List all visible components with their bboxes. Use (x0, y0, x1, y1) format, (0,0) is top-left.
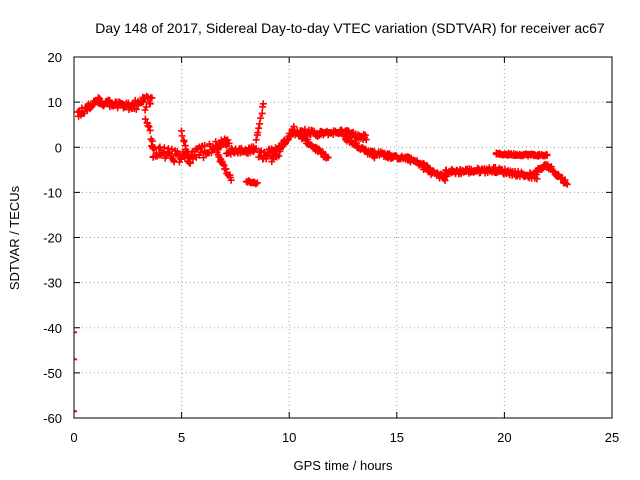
y-tick-label-6: -40 (43, 321, 62, 336)
y-tick-label-8: -60 (43, 411, 62, 426)
data-point-seg6-48 (224, 136, 232, 144)
data-point-seg1-13 (106, 96, 114, 104)
data-point-seg2-12 (138, 98, 146, 106)
data-point-seg2-24 (148, 94, 156, 102)
data-point-seg3-0 (141, 106, 149, 114)
data-point-seg23-55 (533, 175, 541, 183)
data-point-seg6-13 (197, 148, 205, 156)
data-point-seg16-33 (362, 136, 370, 144)
y-tick-label-0: 20 (48, 50, 62, 65)
data-point-seg3-4 (144, 122, 152, 130)
x-axis-title: GPS time / hours (294, 458, 393, 473)
y-tick-label-5: -30 (43, 276, 62, 291)
data-point-seg6-17 (199, 154, 207, 162)
data-point-seg10-7 (256, 114, 264, 122)
y-tick-label-1: 10 (48, 95, 62, 110)
data-point-seg26-23 (562, 179, 570, 187)
data-point-seg5-3 (180, 138, 188, 146)
chart-title: Day 148 of 2017, Sidereal Day-to-day VTE… (95, 20, 605, 36)
data-point-seg2-22 (146, 100, 154, 108)
x-tick-label-4: 20 (497, 430, 511, 445)
data-point-seg10-5 (255, 124, 263, 132)
y-tick-label-7: -50 (43, 366, 62, 381)
x-tick-label-0: 0 (70, 430, 77, 445)
data-point-seg12-11 (277, 144, 285, 152)
data-point-seg5-1 (178, 132, 186, 140)
y-tick-label-3: -10 (43, 185, 62, 200)
data-point-seg3-1 (141, 115, 149, 123)
x-tick-label-2: 10 (282, 430, 296, 445)
data-point-seg10-2 (252, 136, 260, 144)
grid-layer (74, 57, 612, 418)
data-point-seg6-19 (201, 142, 209, 150)
data-point-seg22-43 (474, 164, 482, 172)
data-point-seg10-1 (252, 145, 260, 153)
data-point-seg26-24 (563, 180, 571, 188)
data-point-seg2-5 (132, 105, 140, 113)
x-tick-label-1: 5 (178, 430, 185, 445)
data-point-seg3-5 (145, 123, 153, 131)
data-point-seg6-49 (225, 139, 233, 147)
data-point-seg5-10 (186, 159, 194, 167)
data-point-seg4-16 (160, 144, 168, 152)
data-point-seg10-4 (254, 129, 262, 137)
data-point-seg10-10 (259, 100, 267, 108)
data-point-seg12-0 (268, 158, 276, 166)
data-points (74, 92, 571, 413)
data-point-seg14-35 (324, 154, 332, 162)
y-tick-label-2: 0 (55, 140, 62, 155)
plot-frame (73, 56, 613, 419)
data-point-seg7-16 (227, 176, 235, 184)
data-point-seg16-32 (361, 131, 369, 139)
data-point-seg10-8 (258, 109, 266, 117)
data-point-seg3-6 (146, 126, 154, 134)
data-point-seg24-66 (543, 151, 551, 159)
data-point-seg9-13 (253, 179, 261, 187)
x-tick-label-3: 15 (390, 430, 404, 445)
x-tick-label-5: 25 (605, 430, 619, 445)
data-point-seg4-38 (177, 155, 185, 163)
y-axis-title: SDTVAR / TECUs (7, 185, 22, 290)
data-point-seg21-29 (441, 176, 449, 184)
y-tick-label-4: -20 (43, 231, 62, 246)
axis-layer: 0 5 10 15 20 25 20 10 0 -10 -20 -30 -40 -50 -60 (43, 50, 619, 445)
